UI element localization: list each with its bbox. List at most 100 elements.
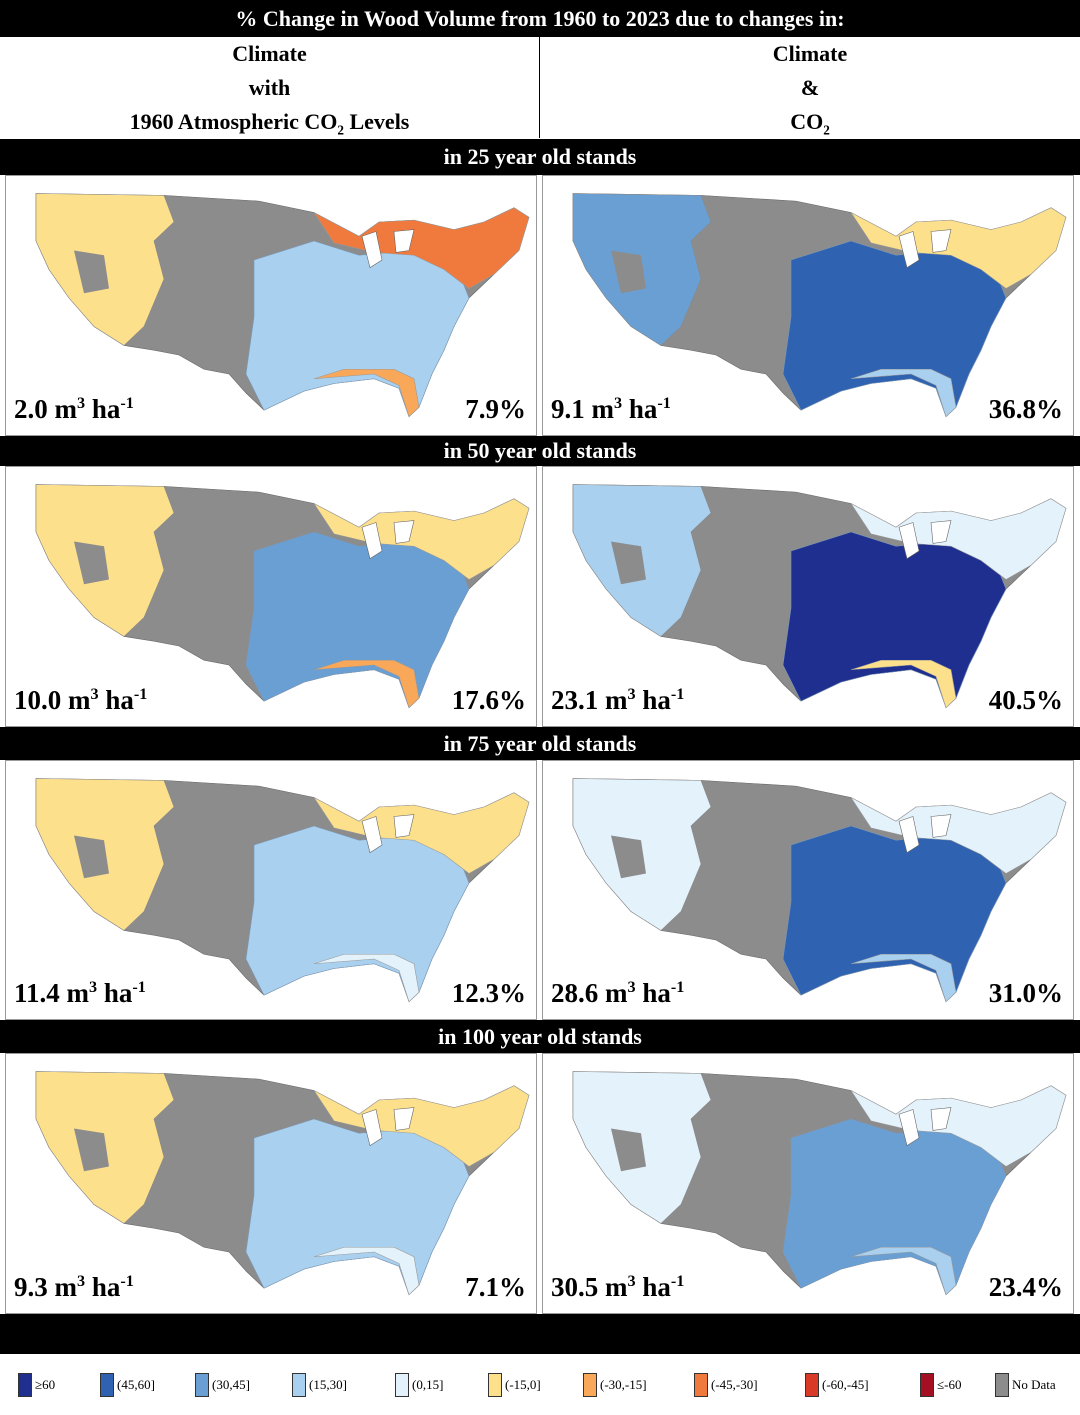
region-nodata [74,1128,109,1172]
us-map [572,193,1067,418]
right-header-line1: Climate [772,41,848,66]
great-lake [393,814,415,838]
region-east [782,531,1007,709]
legend-item: (-15,0] [488,1372,541,1398]
region-nodata [184,498,264,566]
left-header-line2: with [248,75,291,100]
row-label-100: in 100 year old stands [0,1020,1080,1053]
volume-label: 11.4 m3 ha-1 [14,978,146,1008]
great-lake [930,229,952,253]
figure-title: % Change in Wood Volume from 1960 to 202… [0,0,1080,37]
region-east [245,1118,470,1296]
volume-label: 9.3 m3 ha-1 [14,1272,134,1302]
region-nodata [184,207,264,275]
region-southeast [313,659,420,709]
region-east [782,1118,1007,1296]
right-header-line2: & [800,75,820,100]
legend-item: (15,30] [292,1372,347,1398]
legend-item: (0,15] [395,1372,443,1398]
legend-swatch [395,1373,409,1397]
us-map [35,484,530,709]
region-nodata [611,250,646,294]
region-northeast [313,207,530,289]
great-lake [361,1109,383,1147]
volume-label: 23.1 m3 ha-1 [551,685,685,715]
map-panel: 9.3 m3 ha-1 7.1% [5,1053,537,1314]
legend-item: (45,60] [100,1372,155,1398]
percent-label: 12.3% [451,978,526,1008]
great-lake [898,1109,920,1147]
region-nodata [184,1085,264,1153]
percent-label: 17.6% [451,685,526,715]
volume-label: 10.0 m3 ha-1 [14,685,148,715]
map-panel: 11.4 m3 ha-1 12.3% [5,760,537,1020]
great-lake [361,231,383,269]
region-northeast [313,1085,530,1167]
percent-label: 23.4% [988,1272,1063,1302]
us-map [35,778,530,1003]
us-map [572,778,1067,1003]
region-northeast [313,498,530,580]
region-northeast [850,207,1067,289]
volume-label: 30.5 m3 ha-1 [551,1272,685,1302]
percent-label: 36.8% [988,394,1063,424]
us-map [572,1071,1067,1296]
region-nodata [721,498,801,566]
legend-swatch [100,1373,114,1397]
great-lake [898,816,920,854]
region-southeast [850,953,957,1003]
legend-swatch [488,1373,502,1397]
map-panel: 23.1 m3 ha-1 40.5% [542,466,1074,727]
region-east [782,825,1007,1003]
us-map [35,1071,530,1296]
great-lake [393,229,415,253]
legend-item: (-60,-45] [805,1372,869,1398]
row-label-25: in 25 year old stands [0,139,1080,175]
percent-label: 40.5% [988,685,1063,715]
region-nodata [721,1085,801,1153]
map-panel: 30.5 m3 ha-1 23.4% [542,1053,1074,1314]
legend-swatch [195,1373,209,1397]
legend-item: (30,45] [195,1372,250,1398]
legend-top-band [0,1314,1080,1354]
percent-label: 31.0% [988,978,1063,1008]
region-nodata [74,250,109,294]
left-header-line1: Climate [232,41,307,66]
map-panel: 28.6 m3 ha-1 31.0% [542,760,1074,1020]
region-northeast [850,792,1067,874]
great-lake [930,520,952,544]
legend-swatch [292,1373,306,1397]
region-nodata [74,835,109,879]
row-label-75: in 75 year old stands [0,727,1080,760]
map-panel: 9.1 m3 ha-1 36.8% [542,175,1074,436]
us-map [35,193,530,418]
region-southeast [850,659,957,709]
region-nodata [184,792,264,860]
region-nodata [721,792,801,860]
great-lake [898,231,920,269]
legend-swatch [583,1373,597,1397]
volume-label: 28.6 m3 ha-1 [551,978,685,1008]
great-lake [930,1107,952,1131]
region-nodata [721,207,801,275]
region-east [245,240,470,418]
legend-swatch [18,1373,32,1397]
legend-item: (-30,-15] [583,1372,647,1398]
region-nodata [611,1128,646,1172]
volume-label: 9.1 m3 ha-1 [551,394,671,424]
region-northeast [850,1085,1067,1167]
region-nodata [74,541,109,585]
great-lake [930,814,952,838]
column-header-right: Climate & CO2 [540,37,1080,138]
legend-item: ≤-60 [920,1372,961,1398]
percent-label: 7.9% [465,394,526,424]
column-header-left: Climate with 1960 Atmospheric CO2 Levels [0,37,540,138]
legend-swatch [694,1373,708,1397]
region-southeast [850,368,957,418]
legend: ≥60 (45,60] (30,45] (15,30] (0,15] (-15,… [0,1354,1080,1415]
region-east [782,240,1007,418]
volume-label: 2.0 m3 ha-1 [14,394,134,424]
region-southeast [313,953,420,1003]
us-map [572,484,1067,709]
row-label-50: in 50 year old stands [0,436,1080,466]
